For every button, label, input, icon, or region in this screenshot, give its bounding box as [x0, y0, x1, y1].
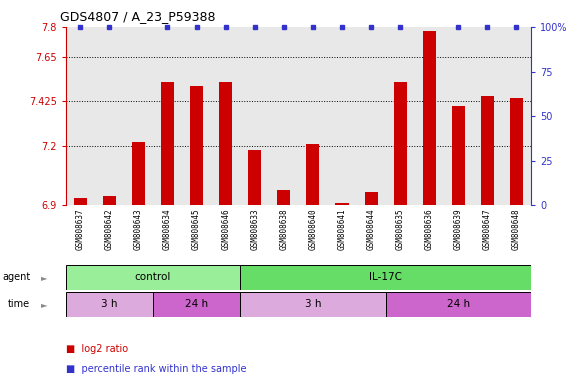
- Text: GSM808637: GSM808637: [76, 209, 85, 250]
- Text: GSM808641: GSM808641: [337, 209, 347, 250]
- Text: GSM808634: GSM808634: [163, 209, 172, 250]
- Text: 3 h: 3 h: [305, 299, 321, 310]
- Bar: [66, 265, 240, 290]
- Text: GSM808647: GSM808647: [483, 209, 492, 250]
- Bar: [248, 150, 262, 205]
- Bar: [510, 98, 523, 205]
- Text: ►: ►: [41, 300, 47, 309]
- Bar: [278, 190, 290, 205]
- Bar: [153, 292, 240, 317]
- Text: GSM808642: GSM808642: [105, 209, 114, 250]
- Text: GSM808635: GSM808635: [396, 209, 405, 250]
- Text: GSM808646: GSM808646: [221, 209, 230, 250]
- Bar: [240, 265, 531, 290]
- Text: 24 h: 24 h: [447, 299, 470, 310]
- Text: ►: ►: [41, 273, 47, 282]
- Text: GSM808644: GSM808644: [367, 209, 376, 250]
- Bar: [452, 106, 465, 205]
- Bar: [103, 195, 116, 205]
- Text: ■  log2 ratio: ■ log2 ratio: [66, 344, 128, 354]
- Bar: [307, 144, 319, 205]
- Bar: [240, 292, 385, 317]
- Text: 24 h: 24 h: [185, 299, 208, 310]
- Text: GSM808638: GSM808638: [279, 209, 288, 250]
- Bar: [66, 292, 153, 317]
- Text: time: time: [7, 299, 30, 310]
- Bar: [132, 142, 145, 205]
- Text: ■  percentile rank within the sample: ■ percentile rank within the sample: [66, 364, 246, 374]
- Text: GDS4807 / A_23_P59388: GDS4807 / A_23_P59388: [60, 10, 215, 23]
- Text: GSM808648: GSM808648: [512, 209, 521, 250]
- Bar: [385, 292, 531, 317]
- Bar: [335, 204, 348, 205]
- Text: IL-17C: IL-17C: [369, 272, 402, 283]
- Bar: [364, 192, 377, 205]
- Text: 3 h: 3 h: [101, 299, 118, 310]
- Text: agent: agent: [3, 272, 31, 283]
- Bar: [393, 83, 407, 205]
- Text: GSM808639: GSM808639: [454, 209, 463, 250]
- Text: control: control: [135, 272, 171, 283]
- Bar: [423, 31, 436, 205]
- Bar: [74, 197, 87, 205]
- Text: GSM808636: GSM808636: [425, 209, 434, 250]
- Text: GSM808633: GSM808633: [250, 209, 259, 250]
- Bar: [219, 83, 232, 205]
- Text: GSM808643: GSM808643: [134, 209, 143, 250]
- Bar: [190, 86, 203, 205]
- Text: GSM808645: GSM808645: [192, 209, 201, 250]
- Bar: [481, 96, 494, 205]
- Bar: [161, 83, 174, 205]
- Text: GSM808640: GSM808640: [308, 209, 317, 250]
